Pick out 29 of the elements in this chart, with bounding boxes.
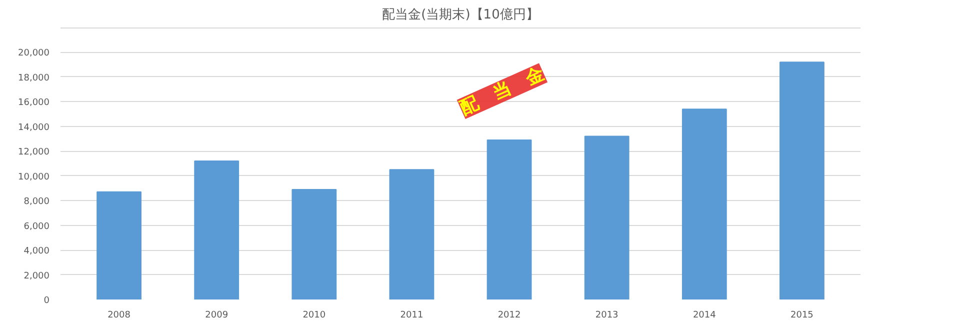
y-tick-label: 0 xyxy=(44,296,50,306)
bar xyxy=(96,191,142,300)
x-tick-label: 2015 xyxy=(790,310,814,320)
y-tick-label: 12,000 xyxy=(18,148,50,158)
annotation: 配 当 金 xyxy=(456,63,548,119)
bar xyxy=(584,136,630,300)
y-tick-label: 18,000 xyxy=(18,73,50,84)
bar xyxy=(682,108,727,300)
x-tick-label: 2011 xyxy=(400,310,424,320)
bar xyxy=(389,169,434,300)
y-tick-label: 8,000 xyxy=(24,197,50,208)
y-tick-label: 10,000 xyxy=(18,172,50,182)
x-tick-label: 2008 xyxy=(108,310,131,320)
x-tick-label: 2009 xyxy=(205,310,228,320)
x-tick-label: 2014 xyxy=(692,310,716,320)
x-tick-label: 2013 xyxy=(595,310,618,320)
y-tick-label: 6,000 xyxy=(24,222,50,232)
y-tick-label: 2,000 xyxy=(24,271,50,282)
bar xyxy=(486,140,532,300)
y-tick-label: 4,000 xyxy=(24,246,50,257)
x-tick-label: 2010 xyxy=(302,310,326,320)
chart-title: 配当金(当期末)【10億円】 xyxy=(382,8,539,22)
y-tick-label: 20,000 xyxy=(18,48,50,59)
y-tick-label: 16,000 xyxy=(18,98,50,108)
x-tick-label: 2012 xyxy=(498,310,521,320)
bar xyxy=(292,188,337,300)
y-tick-label: 14,000 xyxy=(18,122,50,133)
bar xyxy=(194,160,240,300)
bar xyxy=(780,62,824,300)
